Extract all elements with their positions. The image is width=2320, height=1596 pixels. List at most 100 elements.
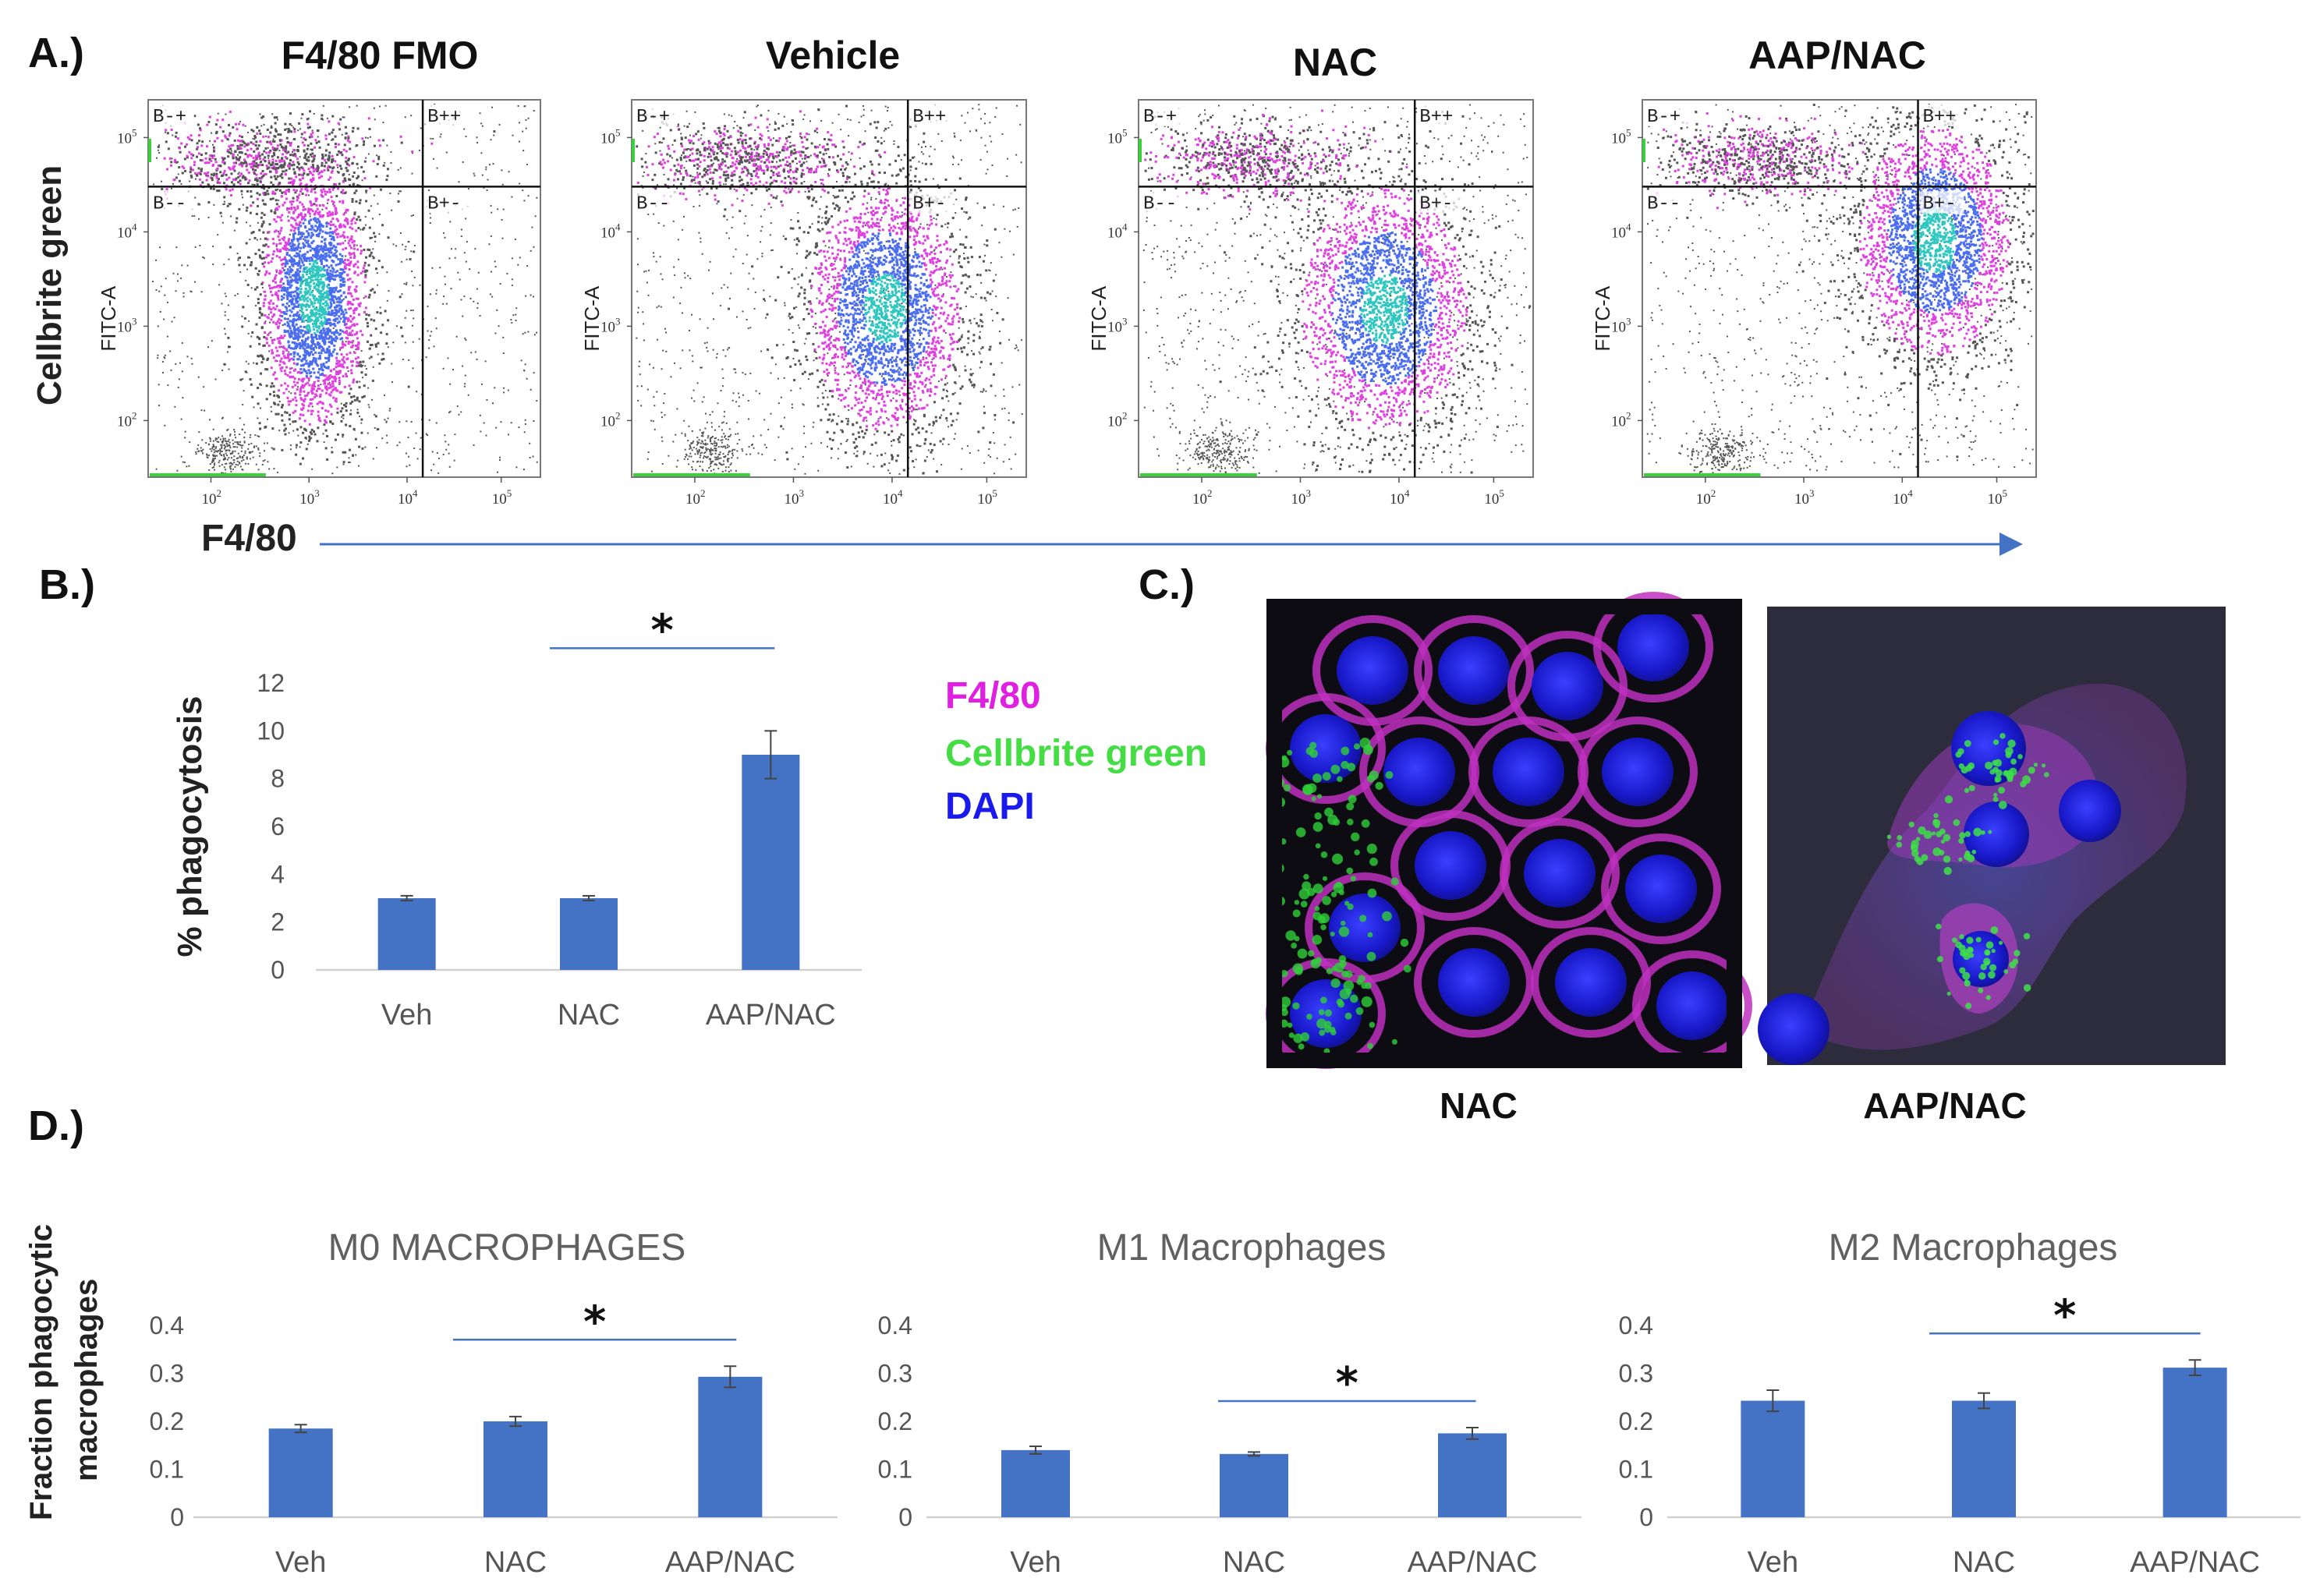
- chart-m0-macrophages: 0 0.1 0.2 0.3 0.4 Veh NAC AAP/NAC * M0 MACROPHAGE…: [150, 1227, 838, 1579]
- error-bar: [2188, 1359, 2201, 1376]
- y-tick-label: 0.1: [150, 1456, 184, 1484]
- flow-x-tick: 102: [1192, 487, 1213, 508]
- flow-title: AAP/NAC: [1748, 34, 1926, 77]
- chart-title: M2 Macrophages: [1829, 1227, 2118, 1269]
- category-label: NAC: [1953, 1546, 2015, 1579]
- panel-label-c: C.): [1139, 561, 1195, 608]
- panel-d-y-axis-label-line2: macrophages: [69, 1279, 104, 1481]
- category-label: Veh: [381, 999, 433, 1032]
- y-tick-label: 6: [271, 812, 285, 840]
- significance-star: *: [583, 1297, 606, 1347]
- significance-star: *: [2053, 1290, 2076, 1341]
- flow-x-tick: 103: [784, 487, 803, 508]
- quadrant-label-ul: B-+: [636, 107, 670, 128]
- bar-nac: [1952, 1400, 2016, 1517]
- bar-nac: [560, 898, 618, 970]
- flow-plot-frame: [147, 99, 541, 478]
- flow-y-tick: 102: [1107, 409, 1128, 430]
- category-label: AAP/NAC: [706, 999, 836, 1032]
- y-axis-label: % phagocytosis: [171, 696, 209, 957]
- bar-nac: [1220, 1453, 1288, 1517]
- flow-y-tick: 104: [117, 221, 137, 241]
- legend-cellbrite-green: Cellbrite green: [945, 733, 1207, 774]
- bar-veh: [377, 898, 436, 970]
- error-bar: [1029, 1445, 1042, 1455]
- error-bar: [1466, 1426, 1479, 1440]
- y-tick-label: 0.3: [1619, 1360, 1653, 1388]
- y-tick-label: 10: [257, 717, 285, 745]
- flow-plot-aap-nac: AAP/NAC B-+ B++ B-- B+- FITC-A 105 104 103 102 10…: [1591, 34, 2037, 508]
- y-tick-label: 0.4: [1619, 1311, 1653, 1339]
- flow-channel-label: FITC-A: [580, 285, 604, 351]
- chart-title: M1 Macrophages: [1097, 1227, 1387, 1269]
- panel-label-d: D.): [28, 1102, 84, 1149]
- flow-y-tick: 104: [1107, 221, 1128, 241]
- flow-y-tick: 104: [600, 221, 621, 241]
- flow-y-tick: 102: [1611, 409, 1631, 430]
- bar-nac: [483, 1421, 547, 1517]
- quadrant-label-lr: B+-: [912, 193, 946, 214]
- flow-events: [1646, 103, 2035, 474]
- flow-title: Vehicle: [766, 34, 900, 77]
- category-label: NAC: [484, 1546, 547, 1579]
- error-bar: [583, 894, 595, 902]
- flow-y-tick: 102: [117, 409, 137, 430]
- flow-x-tick: 105: [1988, 487, 2008, 508]
- category-label: AAP/NAC: [665, 1546, 795, 1579]
- y-tick-label: 0.4: [878, 1311, 912, 1339]
- y-tick-label: 0: [898, 1503, 912, 1531]
- y-tick-label: 0: [271, 956, 285, 984]
- micrograph-nac: NAC: [1266, 592, 1752, 1126]
- chart-m1-macrophages: 0 0.1 0.2 0.3 0.4 Veh NAC AAP/NAC * M1 Macrophage…: [878, 1227, 1581, 1579]
- flow-y-tick: 102: [600, 409, 621, 430]
- quadrant-label-ur: B++: [912, 107, 946, 128]
- panel-d-y-axis-label-line1: Fraction phagocytic: [24, 1224, 58, 1520]
- flow-title: NAC: [1293, 41, 1377, 84]
- flow-x-tick: 104: [398, 487, 418, 508]
- quadrant-label-ur: B++: [427, 107, 461, 128]
- chart-m2-macrophages: 0 0.1 0.2 0.3 0.4 Veh NAC AAP/NAC * M2 Macrophage…: [1619, 1227, 2301, 1579]
- bar-aap-nac: [2162, 1368, 2227, 1517]
- quadrant-label-ur: B++: [1923, 107, 1957, 128]
- y-tick-label: 0.3: [150, 1360, 184, 1388]
- category-label: AAP/NAC: [2130, 1546, 2260, 1579]
- flow-title: F4/80 FMO: [282, 34, 479, 77]
- error-bar: [1248, 1451, 1260, 1457]
- y-tick-label: 4: [271, 860, 285, 888]
- error-bar: [509, 1415, 522, 1428]
- stain-legend: F4/80 Cellbrite green DAPI: [945, 675, 1207, 827]
- flow-y-tick: 105: [1611, 126, 1631, 147]
- flow-events: [1142, 104, 1532, 474]
- bar-aap-nac: [698, 1376, 763, 1517]
- error-bar: [764, 730, 777, 780]
- significance-star: *: [651, 605, 674, 656]
- quadrant-label-ll: B--: [636, 193, 670, 214]
- quadrant-label-ul: B-+: [1647, 107, 1681, 128]
- error-bar: [1978, 1392, 1990, 1410]
- micrograph-caption: AAP/NAC: [1863, 1085, 2027, 1126]
- legend-f4-80: F4/80: [945, 675, 1041, 717]
- category-label: NAC: [1223, 1546, 1285, 1579]
- y-tick-label: 0.2: [1619, 1407, 1653, 1435]
- quadrant-label-ur: B++: [1419, 107, 1453, 128]
- category-label: Veh: [1748, 1546, 1799, 1579]
- flow-panels: F4/80 FMO B-+ B++ B-- B+- FITC-A 105 104 103 102…: [97, 34, 2037, 508]
- category-label: Veh: [275, 1546, 327, 1579]
- y-tick-label: 0.2: [878, 1407, 912, 1435]
- flow-channel-label: FITC-A: [1087, 285, 1110, 351]
- flow-plot-fmo: F4/80 FMO B-+ B++ B-- B+- FITC-A 105 104 103 102…: [97, 34, 541, 508]
- quadrant-label-ul: B-+: [153, 107, 186, 128]
- flow-x-tick: 104: [883, 487, 903, 508]
- y-tick-label: 8: [271, 765, 285, 793]
- flow-plot-frame: [1138, 99, 1534, 478]
- chart-title: M0 MACROPHAGES: [328, 1227, 686, 1269]
- flow-plot-frame: [1642, 99, 2037, 478]
- flow-x-tick: 102: [201, 487, 221, 508]
- error-bar: [724, 1365, 737, 1389]
- micrograph-aap-nac: AAP/NAC: [1758, 607, 2226, 1126]
- quadrant-label-lr: B+-: [1923, 193, 1957, 214]
- flow-x-axis-label: F4/80: [201, 518, 297, 559]
- flow-x-tick: 103: [1291, 487, 1311, 508]
